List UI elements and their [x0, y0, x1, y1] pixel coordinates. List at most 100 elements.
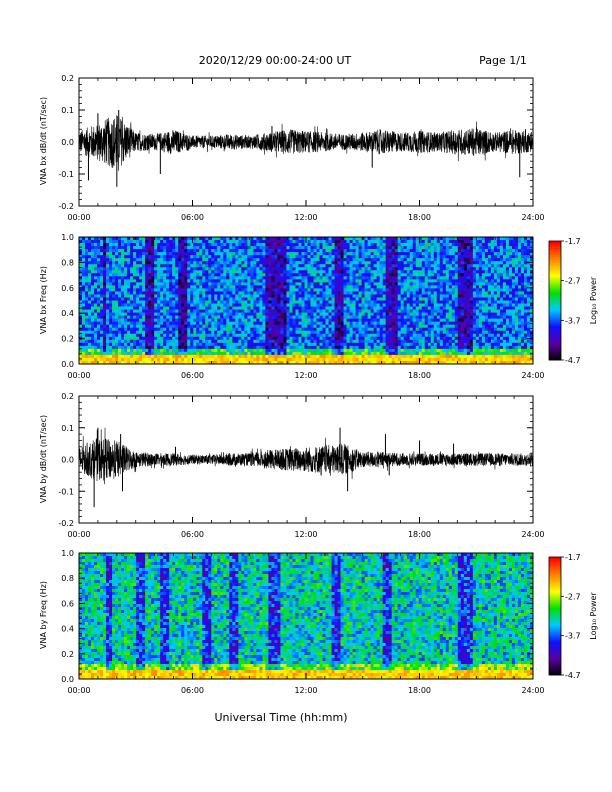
- spectrogram-cell: [370, 240, 374, 244]
- spectrogram-cell: [409, 294, 414, 298]
- spectrogram-cell: [100, 261, 104, 265]
- spectrogram-cell: [346, 321, 350, 325]
- spectrogram-cell: [187, 273, 191, 277]
- spectrogram-cell: [136, 303, 140, 307]
- spectrogram-cell: [334, 240, 338, 244]
- spectrogram-cell: [382, 327, 386, 332]
- spectrogram-cell: [139, 330, 143, 335]
- spectrogram-cell: [136, 357, 140, 362]
- spectrogram-cell: [175, 276, 179, 280]
- spectrogram-cell: [421, 297, 426, 301]
- spectrogram-cell: [235, 246, 239, 250]
- spectrogram-cell: [235, 282, 239, 286]
- spectrogram-cell: [364, 342, 368, 347]
- spectrogram-cell: [91, 267, 95, 271]
- spectrogram-cell: [340, 243, 344, 247]
- spectrogram-cell: [223, 342, 227, 347]
- spectrogram-cell: [112, 261, 116, 265]
- spectrogram-cell: [358, 339, 362, 344]
- spectrogram-cell: [337, 330, 341, 335]
- spectrogram-cell: [121, 261, 125, 265]
- spectrogram-cell: [88, 342, 92, 347]
- spectrogram-cell: [400, 345, 405, 350]
- spectrogram-cell: [379, 306, 383, 310]
- spectrogram-cell: [406, 270, 411, 274]
- spectrogram-cell: [316, 258, 320, 262]
- spectrogram-cell: [250, 237, 254, 241]
- spectrogram-cell: [247, 336, 251, 341]
- spectrogram-cell: [100, 237, 104, 241]
- spectrogram-cell: [235, 336, 239, 341]
- spectrogram-cell: [178, 357, 182, 362]
- spectrogram-cell: [406, 243, 411, 247]
- spectrogram-cell: [178, 321, 182, 325]
- spectrogram-cell: [346, 351, 350, 356]
- spectrogram-cell: [100, 300, 104, 304]
- spectrogram-cell: [196, 351, 200, 356]
- spectrogram-cell: [319, 252, 323, 256]
- spectrogram-cell: [205, 315, 209, 319]
- spectrogram-cell: [415, 351, 420, 356]
- spectrogram-cell: [421, 276, 426, 280]
- spectrogram-cell: [136, 240, 140, 244]
- spectrogram-cell: [106, 360, 110, 365]
- spectrogram-cell: [382, 267, 386, 271]
- spectrogram-cell: [406, 339, 411, 344]
- spectrogram-cell: [271, 252, 275, 256]
- spectrogram-cell: [415, 237, 420, 241]
- spectrogram-cell: [256, 309, 260, 313]
- spectrogram-cell: [175, 312, 179, 316]
- spectrogram-cell: [412, 246, 417, 250]
- spectrogram-cell: [226, 279, 230, 283]
- spectrogram-cell: [367, 255, 371, 259]
- spectrogram-cell: [175, 258, 179, 262]
- spectrogram-cell: [409, 312, 414, 316]
- spectrogram-cell: [292, 315, 296, 319]
- spectrogram-cell: [193, 273, 197, 277]
- spectrogram-cell: [373, 249, 377, 253]
- spectrogram-cell: [130, 324, 134, 329]
- spectrogram-cell: [340, 318, 344, 322]
- spectrogram-cell: [229, 336, 233, 341]
- spectrogram-cell: [226, 276, 230, 280]
- spectrogram-cell: [388, 252, 392, 256]
- spectrogram-cell: [91, 243, 95, 247]
- spectrogram-cell: [331, 294, 335, 298]
- spectrogram-cell: [121, 300, 125, 304]
- spectrogram-cell: [268, 360, 272, 365]
- spectrogram-cell: [244, 246, 248, 250]
- spectrogram-cell: [133, 336, 137, 341]
- spectrogram-cell: [289, 264, 293, 268]
- spectrogram-cell: [394, 339, 399, 344]
- spectrogram-cell: [166, 264, 170, 268]
- spectrogram-cell: [178, 270, 182, 274]
- spectrogram-cell: [205, 309, 209, 313]
- spectrogram-cell: [280, 300, 284, 304]
- spectrogram-cell: [352, 267, 356, 271]
- spectrogram-cell: [370, 318, 374, 322]
- spectrogram-cell: [214, 279, 218, 283]
- spectrogram-cell: [256, 240, 260, 244]
- spectrogram-cell: [280, 237, 284, 241]
- spectrogram-cell: [292, 264, 296, 268]
- spectrogram-cell: [244, 291, 248, 295]
- spectrogram-cell: [220, 360, 224, 365]
- spectrogram-cell: [130, 282, 134, 286]
- spectrogram-cell: [292, 237, 296, 241]
- spectrogram-cell: [322, 297, 326, 301]
- spectrogram-cell: [298, 273, 302, 277]
- spectrogram-cell: [133, 351, 137, 356]
- spectrogram-cell: [358, 336, 362, 341]
- spectrogram-cell: [115, 297, 119, 301]
- spectrogram-cell: [334, 312, 338, 316]
- spectrogram-cell: [292, 273, 296, 277]
- spectrogram-cell: [82, 246, 86, 250]
- spectrogram-cell: [409, 348, 414, 353]
- spectrogram-cell: [274, 294, 278, 298]
- spectrogram-cell: [316, 330, 320, 335]
- spectrogram-cell: [187, 336, 191, 341]
- spectrogram-cell: [358, 303, 362, 307]
- spectrogram-cell: [247, 324, 251, 329]
- spectrogram-cell: [412, 264, 417, 268]
- spectrogram-cell: [253, 261, 257, 265]
